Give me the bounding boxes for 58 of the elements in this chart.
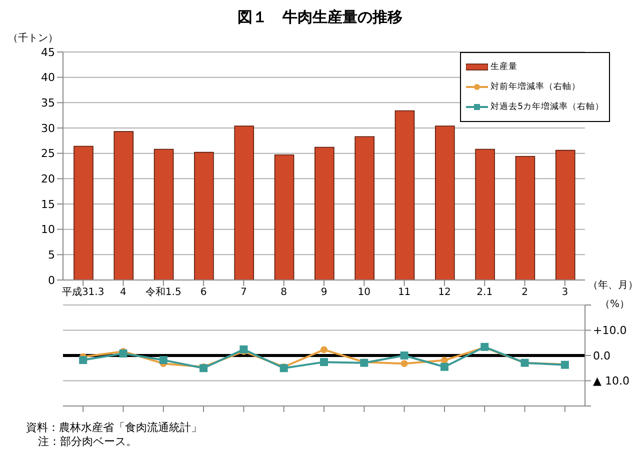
point bbox=[240, 345, 248, 354]
y-axis-title: （千トン） bbox=[8, 32, 58, 45]
bar bbox=[114, 131, 134, 280]
y-tick-label: 5 bbox=[48, 248, 55, 262]
y-axis-title: （%） bbox=[600, 298, 630, 311]
bar bbox=[354, 136, 374, 280]
legend-label: 対前年増減率（右軸） bbox=[490, 81, 581, 93]
y-tick-label: 20 bbox=[41, 172, 55, 186]
bar bbox=[74, 146, 94, 280]
bar bbox=[555, 150, 576, 280]
x-tick-label: 7 bbox=[240, 287, 247, 298]
text: 資料：農林水産省「食肉流通統計」 bbox=[26, 420, 202, 435]
point bbox=[119, 349, 128, 358]
x-axis-title: （年、月） bbox=[588, 279, 638, 292]
x-tick-label: 2.1 bbox=[476, 287, 493, 298]
y-tick-label: 0 bbox=[48, 274, 55, 287]
point bbox=[320, 346, 328, 354]
x-tick-label: 2 bbox=[522, 287, 528, 298]
point bbox=[400, 360, 408, 368]
y-tick-label: 30 bbox=[41, 122, 55, 135]
x-tick-label: 10 bbox=[358, 287, 371, 298]
x-tick-label: 8 bbox=[280, 287, 288, 298]
bar bbox=[394, 110, 415, 280]
bar bbox=[475, 148, 495, 280]
y-tick-label: 25 bbox=[41, 147, 55, 160]
y-tick-label: ▲ 10.0 bbox=[593, 374, 630, 388]
legend-label: 生産量 bbox=[490, 61, 518, 73]
point bbox=[440, 362, 448, 371]
bar bbox=[234, 126, 254, 280]
bar bbox=[515, 156, 536, 280]
bar bbox=[314, 146, 334, 280]
bar bbox=[434, 126, 455, 280]
y-tick-label: 35 bbox=[41, 96, 55, 110]
point bbox=[440, 356, 448, 364]
x-tick-label: 令和1.5 bbox=[145, 286, 182, 298]
x-tick-label: 平成31.3 bbox=[62, 286, 104, 298]
y-tick-label: 45 bbox=[41, 46, 55, 59]
y-tick-label: 10 bbox=[41, 223, 55, 236]
x-tick-label: 9 bbox=[320, 287, 328, 298]
x-tick-label: 3 bbox=[562, 287, 568, 298]
x-tick-label: 4 bbox=[120, 287, 126, 298]
chart-title: 図１ 牛肉生産量の推移 bbox=[236, 8, 404, 27]
y-tick-label: 0.0 bbox=[593, 349, 610, 362]
point bbox=[320, 358, 328, 366]
y-tick-label: 40 bbox=[41, 71, 55, 84]
bar bbox=[154, 148, 174, 280]
x-tick-label: 6 bbox=[200, 287, 207, 298]
y-tick-label: 15 bbox=[41, 198, 55, 211]
point bbox=[400, 352, 408, 360]
legend-label: 対過去5カ年増減率（右軸） bbox=[490, 101, 604, 113]
text: 注：部分肉ベース。 bbox=[38, 434, 137, 449]
bar bbox=[194, 152, 214, 280]
y-tick-label: +10.0 bbox=[593, 324, 627, 338]
point bbox=[159, 356, 168, 364]
x-tick-label: 11 bbox=[398, 287, 411, 298]
bar bbox=[274, 154, 294, 280]
x-tick-label: 12 bbox=[438, 287, 451, 298]
point bbox=[79, 356, 88, 364]
